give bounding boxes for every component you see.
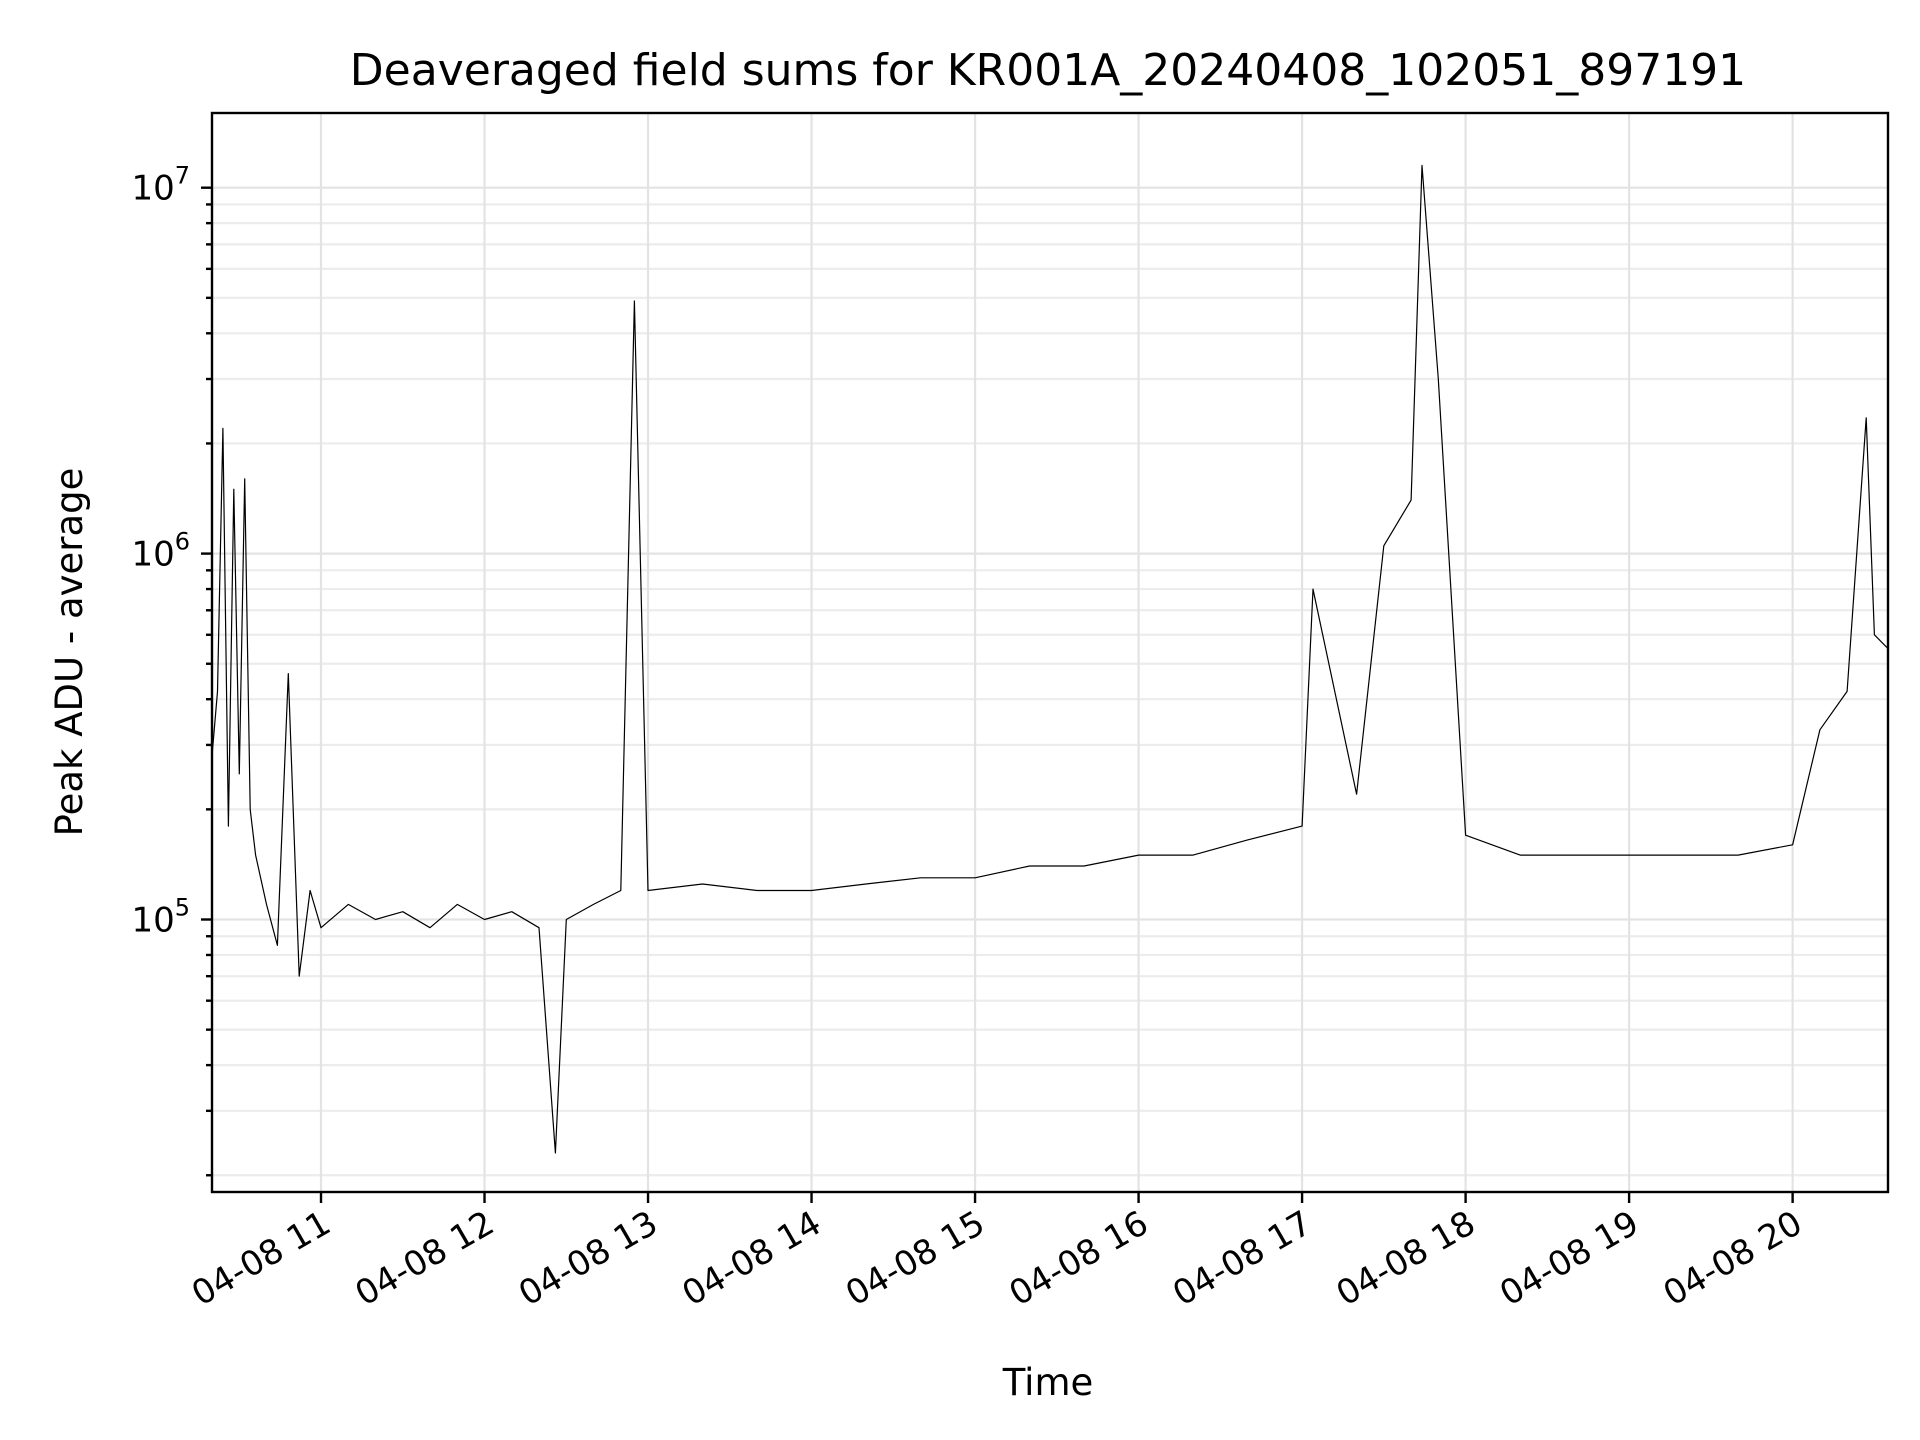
plot-frame (210, 111, 1890, 1194)
series-layer (211, 164, 1889, 1154)
y-tick-label: 105 (131, 894, 190, 941)
y-axis-label: Peak ADU - average (48, 468, 91, 837)
series-line (211, 164, 1889, 1154)
y-tick-label: 106 (131, 528, 190, 575)
x-axis-label: Time (1002, 1361, 1094, 1404)
chart-title: Deaveraged field sums for KR001A_2024040… (350, 45, 1746, 96)
grid (212, 113, 1888, 1192)
y-tick-label: 107 (131, 162, 190, 209)
